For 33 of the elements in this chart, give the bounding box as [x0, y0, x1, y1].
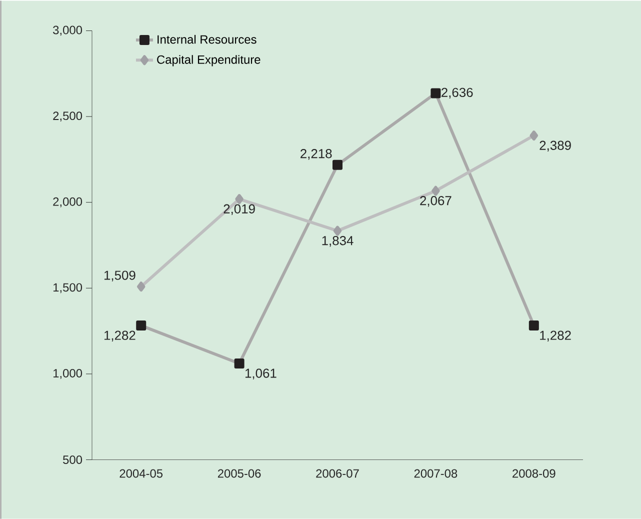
point	[530, 130, 538, 140]
y-tick-label: 1,500	[53, 282, 82, 293]
point	[235, 194, 244, 204]
data-label: 1,282	[540, 330, 571, 342]
data-label: 1,282	[104, 330, 136, 342]
data-label: 1,061	[245, 368, 276, 380]
point	[528, 320, 539, 330]
x-tick-label: 2006-07	[316, 469, 359, 478]
x-tick-label: 2005-06	[218, 469, 261, 478]
point	[234, 358, 244, 368]
y-tick-label: 500	[63, 455, 82, 464]
data-label: 2,218	[300, 148, 332, 160]
x-tick-label: 2007-08	[414, 469, 458, 478]
x-tick-label: 2008-09	[512, 469, 556, 478]
data-label: 1,834	[322, 236, 354, 246]
data-label: 2,636	[442, 88, 473, 98]
legend-label: Internal Resources	[158, 34, 256, 44]
point	[432, 186, 440, 196]
x-tick-label: 2004-05	[120, 469, 163, 478]
point	[332, 160, 343, 170]
point	[333, 226, 342, 236]
point	[430, 88, 441, 98]
data-label: 1,509	[104, 270, 136, 282]
data-label: 2,389	[540, 140, 571, 152]
data-label: 2,067	[420, 196, 452, 207]
y-tick-label: 1,000	[53, 368, 82, 379]
y-tick-label: 3,000	[53, 26, 82, 36]
y-tick-label: 2,500	[53, 111, 82, 122]
legend-label: Capital Expenditure	[157, 54, 260, 66]
data-label: 2,019	[224, 204, 255, 215]
point	[136, 320, 146, 330]
point	[136, 281, 146, 292]
y-tick-label: 2,000	[53, 197, 82, 208]
